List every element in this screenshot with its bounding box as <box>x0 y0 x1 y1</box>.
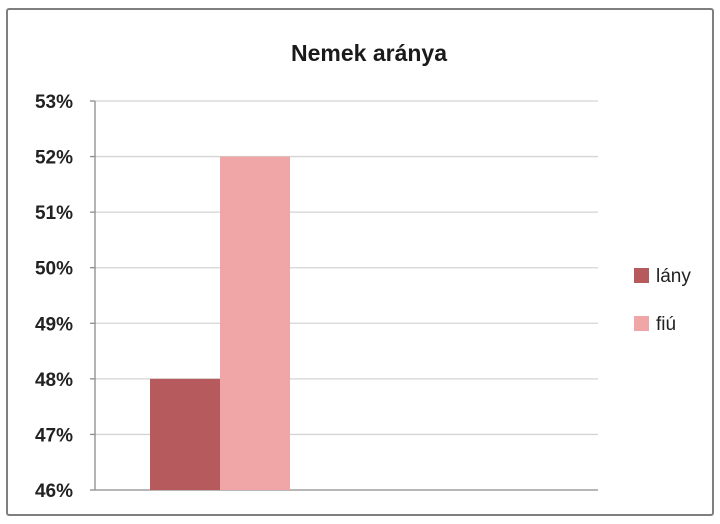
legend-swatch <box>634 268 649 283</box>
y-axis: 53% 52% 51% 50% 49% 48% 47% 46% <box>35 92 598 502</box>
bar-lany <box>150 378 220 490</box>
y-tick-label: 52% <box>35 148 73 169</box>
y-tick-label: 53% <box>35 92 73 113</box>
legend-swatch <box>634 316 649 331</box>
chart-frame <box>6 8 714 516</box>
legend: lány fiú <box>634 266 691 335</box>
y-tick-label: 50% <box>35 259 73 280</box>
gridlines <box>95 100 598 436</box>
y-tick-label: 49% <box>35 314 73 335</box>
legend-label: fiú <box>656 314 676 335</box>
chart-title: Nemek aránya <box>291 40 447 66</box>
y-tick-label: 47% <box>35 425 73 446</box>
bars <box>150 156 290 491</box>
y-tick-label: 48% <box>35 370 73 391</box>
legend-label: lány <box>656 266 691 287</box>
bar-fiu <box>220 156 290 491</box>
y-tick-label: 46% <box>35 481 73 502</box>
y-tick-label: 51% <box>35 203 73 224</box>
